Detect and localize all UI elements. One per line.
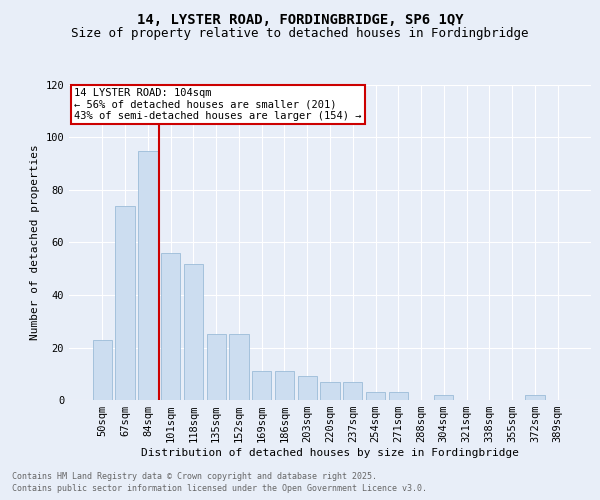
Bar — [229, 334, 248, 400]
Bar — [93, 340, 112, 400]
Text: Contains public sector information licensed under the Open Government Licence v3: Contains public sector information licen… — [12, 484, 427, 493]
Bar — [115, 206, 135, 400]
Y-axis label: Number of detached properties: Number of detached properties — [30, 144, 40, 340]
Text: Size of property relative to detached houses in Fordingbridge: Size of property relative to detached ho… — [71, 28, 529, 40]
X-axis label: Distribution of detached houses by size in Fordingbridge: Distribution of detached houses by size … — [141, 448, 519, 458]
Bar — [275, 371, 294, 400]
Bar — [389, 392, 408, 400]
Bar — [298, 376, 317, 400]
Bar — [161, 253, 181, 400]
Bar — [343, 382, 362, 400]
Bar — [320, 382, 340, 400]
Bar — [525, 395, 545, 400]
Bar — [184, 264, 203, 400]
Bar — [366, 392, 385, 400]
Bar — [206, 334, 226, 400]
Bar — [252, 371, 271, 400]
Text: Contains HM Land Registry data © Crown copyright and database right 2025.: Contains HM Land Registry data © Crown c… — [12, 472, 377, 481]
Text: 14, LYSTER ROAD, FORDINGBRIDGE, SP6 1QY: 14, LYSTER ROAD, FORDINGBRIDGE, SP6 1QY — [137, 12, 463, 26]
Bar — [434, 395, 454, 400]
Bar — [138, 150, 158, 400]
Text: 14 LYSTER ROAD: 104sqm
← 56% of detached houses are smaller (201)
43% of semi-de: 14 LYSTER ROAD: 104sqm ← 56% of detached… — [74, 88, 362, 122]
